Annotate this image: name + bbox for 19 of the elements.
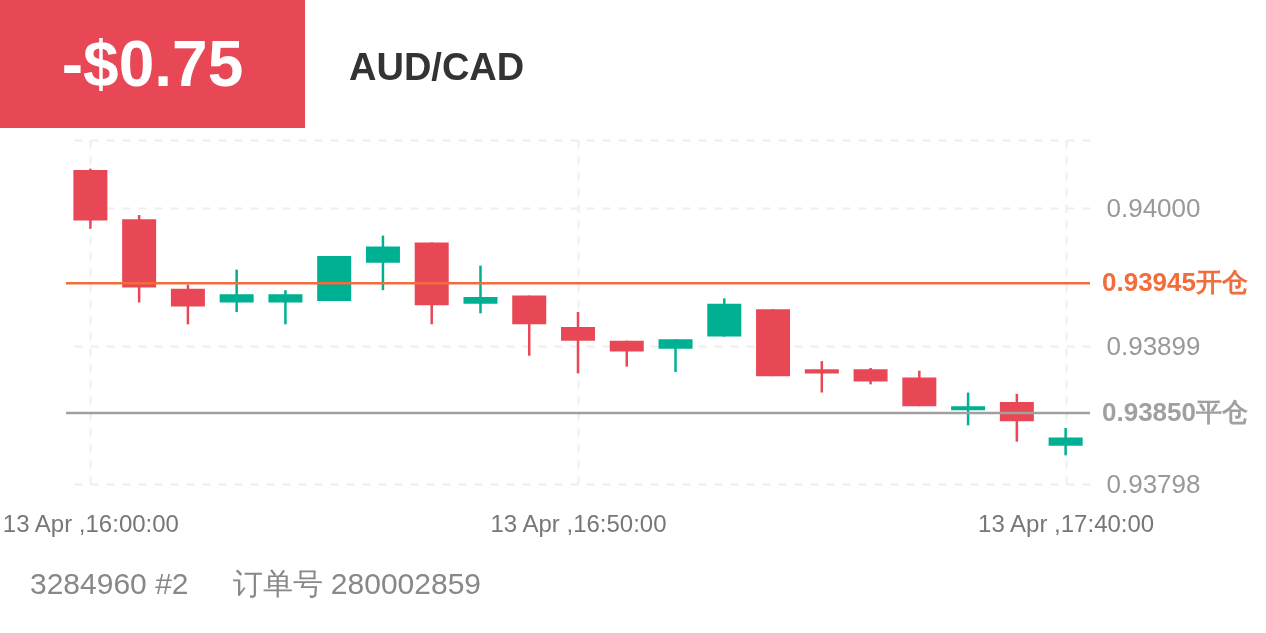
- ref-line-label: 0.93850平仓: [1102, 397, 1248, 428]
- candlestick: [1048, 426, 1083, 457]
- chart-title: AUD/CAD: [349, 46, 525, 89]
- y-tick-label: 0.93798: [1106, 468, 1201, 499]
- candlestick: [219, 268, 254, 314]
- ref-line-label: 0.93945开仓: [1102, 267, 1248, 298]
- candlestick: [268, 288, 303, 326]
- candlestick: [463, 264, 498, 315]
- text: -$0.75: [0, 0, 305, 128]
- x-tick-label: 13 Apr ,17:40:00: [978, 509, 1155, 537]
- candlestick: [951, 391, 986, 427]
- candlestick: [561, 310, 595, 375]
- candlestick: [804, 359, 839, 394]
- text: 订单号 280002859: [232, 567, 481, 600]
- x-tick-label: 13 Apr ,16:00:00: [2, 509, 179, 537]
- y-tick-label: 0.94000: [1106, 192, 1201, 223]
- text: 3284960 #2: [30, 567, 189, 600]
- y-tick-label: 0.93899: [1106, 330, 1201, 361]
- x-tick-label: 13 Apr ,16:50:00: [490, 509, 667, 537]
